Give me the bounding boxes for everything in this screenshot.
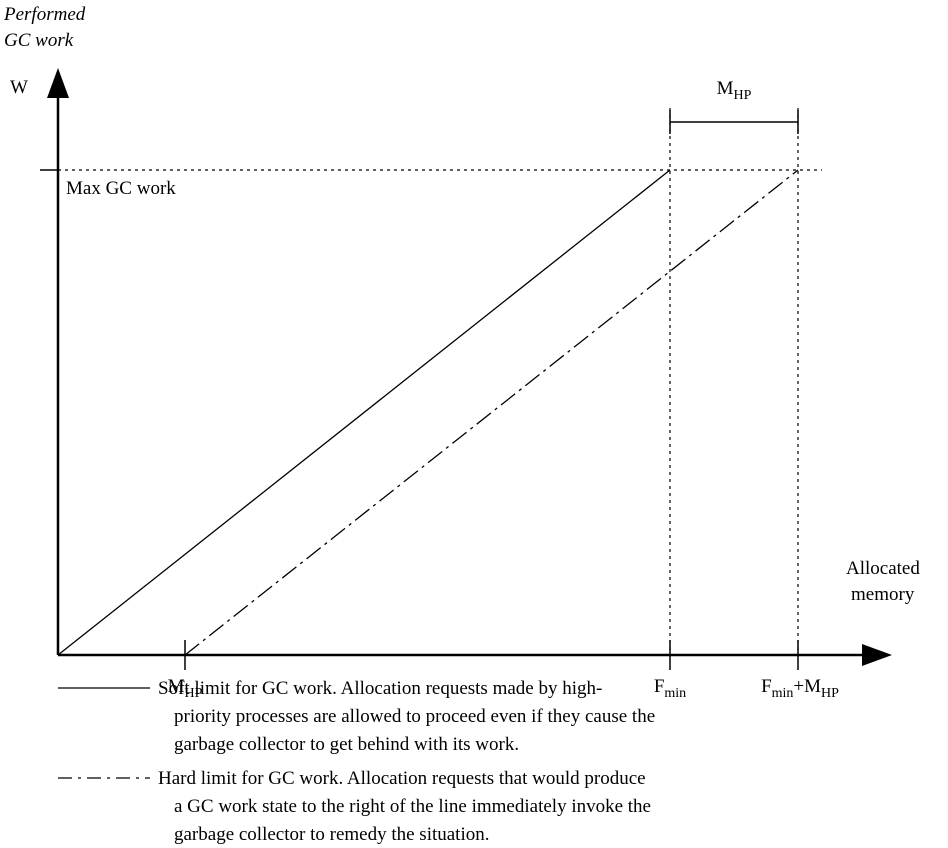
legend-text: priority processes are allowed to procee… [174, 706, 655, 727]
marker-base: F [761, 676, 772, 697]
legend-text: garbage collector to get behind with its… [174, 734, 519, 755]
soft-limit-line [57, 169, 671, 656]
x-axis-label: Allocated [846, 558, 920, 579]
marker-sub: min [664, 686, 686, 701]
hard-limit-line [184, 169, 799, 656]
marker-base: F [654, 676, 665, 697]
marker-base: M [168, 676, 185, 697]
legend-text: garbage collector to remedy the situatio… [174, 824, 490, 845]
marker-base: +M [793, 676, 821, 697]
marker-sub: min [772, 686, 794, 701]
span-sub: HP [734, 88, 752, 103]
legend-text: Hard limit for GC work. Allocation reque… [158, 768, 646, 789]
x-marker: MHP [168, 676, 203, 701]
span-base: M [717, 78, 734, 99]
x-axis-label: memory [851, 584, 915, 605]
y-arrow [47, 68, 69, 98]
y-axis-label: GC work [4, 30, 74, 51]
legend-text: a GC work state to the right of the line… [174, 796, 651, 817]
span-label: MHP [717, 78, 752, 103]
x-marker: Fmin [654, 676, 686, 701]
max-label: Max GC work [66, 178, 176, 199]
marker-sub: HP [185, 686, 203, 701]
marker-sub: HP [821, 686, 839, 701]
y-axis-label: Performed [3, 4, 86, 25]
x-arrow [862, 644, 892, 666]
y-symbol: W [10, 77, 28, 98]
legend-text: Soft limit for GC work. Allocation reque… [158, 678, 602, 699]
x-marker: Fmin+MHP [761, 676, 839, 701]
